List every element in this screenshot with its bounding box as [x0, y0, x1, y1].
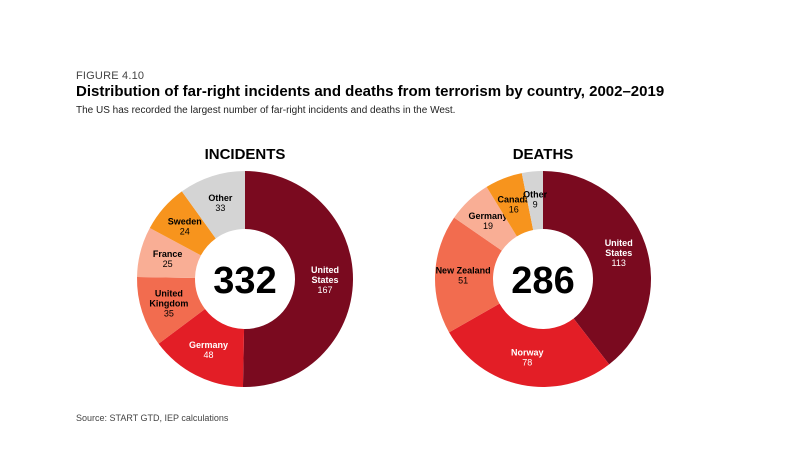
figure-label: FIGURE 4.10	[76, 70, 145, 82]
slice-value: 33	[215, 203, 225, 213]
slice-germany	[454, 186, 517, 251]
slice-label: States	[605, 248, 632, 258]
slice-label: States	[311, 275, 338, 285]
slice-value: 24	[180, 226, 190, 236]
slice-united-states	[543, 171, 651, 365]
slice-label: Other	[208, 193, 233, 203]
slice-new-zealand	[434, 217, 502, 333]
slice-united-kingdom	[137, 276, 205, 344]
slice-label: Sweden	[168, 216, 202, 226]
chart-subtitle: The US has recorded the largest number o…	[76, 105, 456, 116]
slice-value: 113	[612, 258, 626, 268]
slice-label: Other	[523, 189, 548, 199]
slice-label: Germany	[189, 340, 228, 350]
chart-title: Distribution of far-right incidents and …	[76, 83, 665, 100]
slice-united-states	[242, 170, 354, 387]
slice-label: United	[155, 289, 183, 299]
total-label: 332	[213, 260, 276, 302]
slice-value: 16	[509, 205, 519, 215]
slice-label: Germany	[468, 211, 507, 221]
deaths-title: DEATHS	[512, 146, 574, 163]
slice-france	[137, 227, 201, 279]
slice-value: 9	[533, 199, 538, 209]
slice-value: 78	[522, 357, 532, 367]
slice-label: Canada	[498, 195, 532, 205]
total-label: 286	[511, 260, 574, 302]
slice-value: 19	[483, 221, 493, 231]
source-note: Source: START GTD, IEP calculations	[76, 413, 229, 423]
incidents-title: INCIDENTS	[204, 146, 286, 163]
slice-label: United	[605, 238, 633, 248]
slice-value: 35	[164, 309, 174, 319]
slice-other	[521, 171, 543, 230]
slice-label: France	[153, 249, 183, 259]
slice-canada	[486, 173, 534, 237]
slice-label: Norway	[511, 347, 544, 357]
slice-value: 25	[163, 259, 173, 269]
slice-label: New Zealand	[436, 265, 491, 275]
slice-label: Kingdom	[149, 299, 188, 309]
slice-value: 48	[204, 350, 214, 360]
slice-norway	[449, 303, 610, 387]
slice-label: United	[311, 265, 339, 275]
slice-value: 51	[458, 275, 468, 285]
slice-value: 167	[317, 285, 332, 295]
slice-other	[181, 171, 245, 239]
slice-germany	[158, 308, 245, 387]
slice-sweden	[149, 191, 216, 256]
